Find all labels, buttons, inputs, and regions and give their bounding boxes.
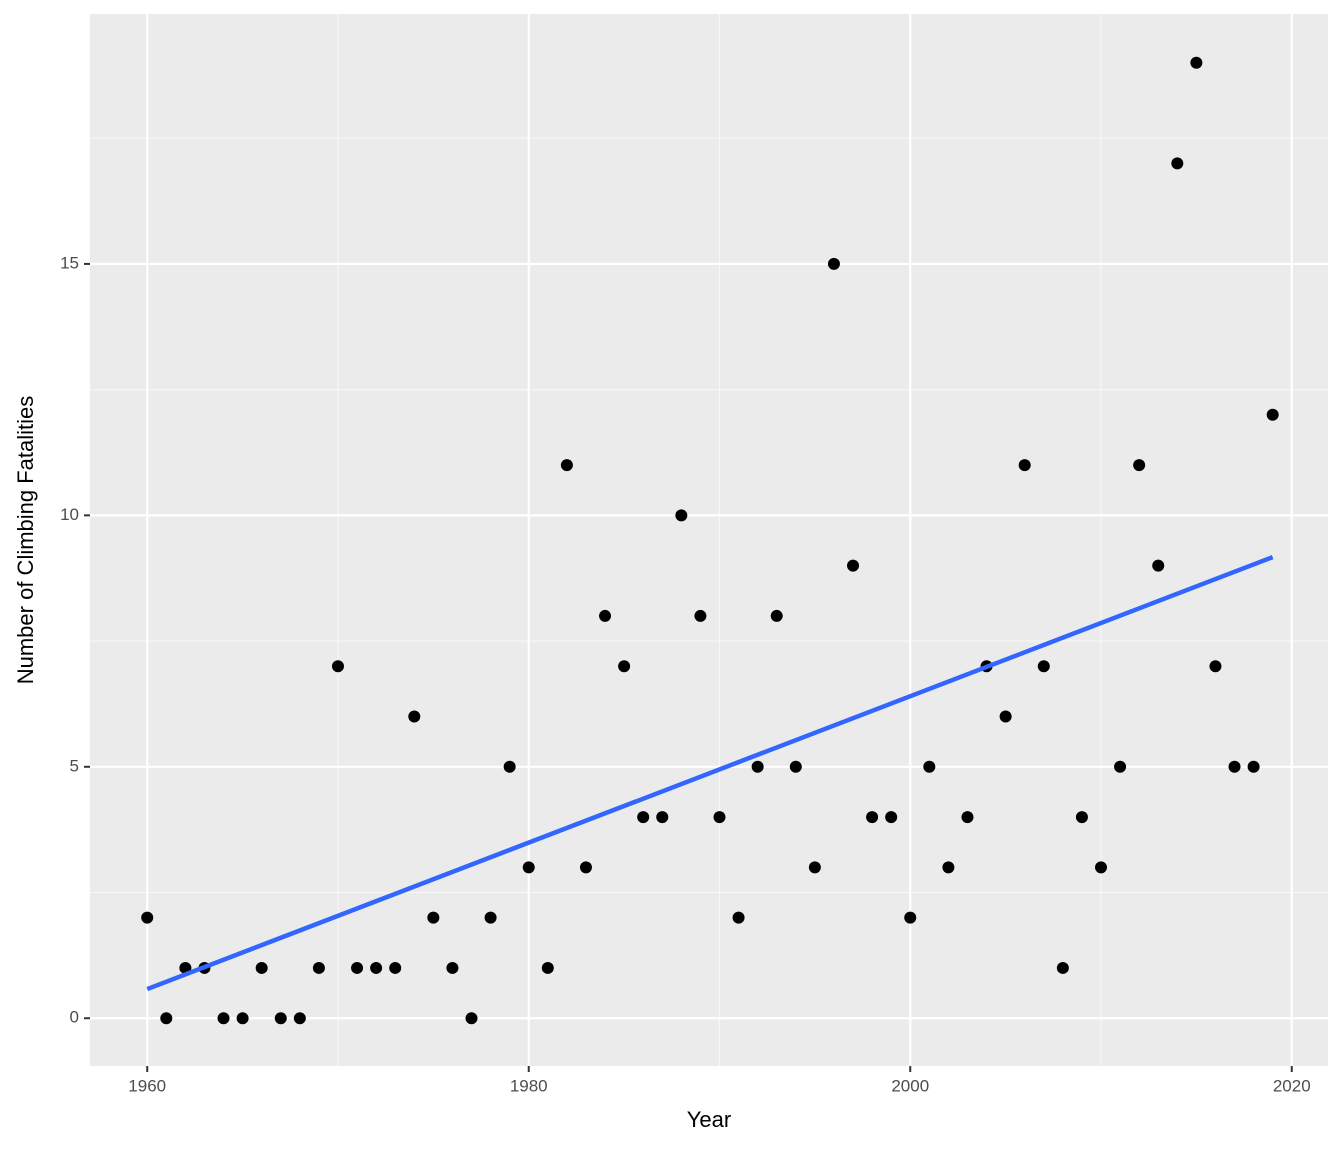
point (1114, 760, 1127, 773)
point (446, 961, 459, 974)
y-tick-label: 10 (60, 505, 79, 524)
x-tick-label: 2020 (1273, 1076, 1311, 1095)
point (217, 1012, 230, 1025)
point (999, 710, 1012, 723)
point (1190, 56, 1203, 69)
point (1209, 660, 1222, 673)
point (1056, 961, 1069, 974)
point (370, 961, 383, 974)
y-tick-label: 5 (70, 756, 79, 775)
point (789, 760, 802, 773)
point (656, 811, 669, 824)
point (427, 911, 440, 924)
point (808, 861, 821, 874)
point (579, 861, 592, 874)
point (599, 609, 612, 622)
point (465, 1012, 478, 1025)
point (293, 1012, 306, 1025)
point (484, 911, 497, 924)
point (637, 811, 650, 824)
point (751, 760, 764, 773)
trend-line (146, 554, 1274, 992)
point (236, 1012, 249, 1025)
point (1095, 861, 1108, 874)
point (770, 609, 783, 622)
point (1152, 559, 1165, 572)
point (1075, 811, 1088, 824)
point (847, 559, 860, 572)
point (541, 961, 554, 974)
point (141, 911, 154, 924)
point (522, 861, 535, 874)
point (618, 660, 631, 673)
point (827, 257, 840, 270)
x-axis-title: Year (687, 1107, 731, 1132)
point (961, 811, 974, 824)
point (942, 861, 955, 874)
x-tick-label: 1980 (510, 1076, 548, 1095)
point (389, 961, 402, 974)
point (885, 811, 898, 824)
point (1171, 157, 1184, 170)
point (1037, 660, 1050, 673)
point (274, 1012, 287, 1025)
x-tick-label: 1960 (128, 1076, 166, 1095)
point (312, 961, 325, 974)
point (675, 509, 688, 522)
point (1266, 408, 1279, 421)
y-tick-label: 0 (70, 1008, 79, 1027)
point (160, 1012, 173, 1025)
point (713, 811, 726, 824)
point (1228, 760, 1241, 773)
point (1018, 459, 1031, 472)
point (560, 459, 573, 472)
point (1133, 459, 1146, 472)
point (732, 911, 745, 924)
point (408, 710, 421, 723)
point (503, 760, 516, 773)
x-tick-label: 2000 (891, 1076, 929, 1095)
point (904, 911, 917, 924)
y-tick-label: 15 (60, 253, 79, 272)
point (1247, 760, 1260, 773)
point (866, 811, 879, 824)
panel (90, 14, 1328, 1066)
point (923, 760, 936, 773)
point (255, 961, 268, 974)
y-axis-title: Number of Climbing Fatalities (13, 396, 38, 685)
point (694, 609, 707, 622)
point (351, 961, 364, 974)
point (331, 660, 344, 673)
